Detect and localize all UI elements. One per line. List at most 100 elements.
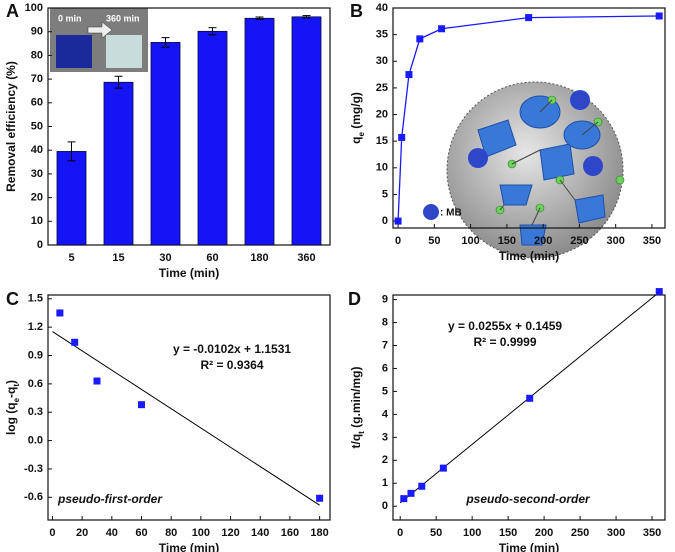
- y-axis-label: Removal efficiency (%): [4, 61, 18, 192]
- error-bar: [114, 75, 123, 89]
- y-tick-label: 90: [31, 26, 43, 38]
- y-axis-label: log (qe-qt): [4, 380, 20, 435]
- panel-label: C: [6, 289, 19, 309]
- x-tick-label: 150: [498, 235, 516, 247]
- x-tick-label: 60: [135, 527, 147, 539]
- x-tick-label: 80: [165, 527, 177, 539]
- y-tick-label: 100: [25, 2, 43, 14]
- x-axis-label: Time (min): [499, 249, 559, 263]
- y-tick-label: 2: [382, 454, 388, 466]
- y-tick-label: 60: [31, 97, 43, 109]
- x-tick-label: 100: [463, 527, 481, 539]
- y-tick-label: 30: [31, 168, 43, 180]
- y-tick-label: 15: [376, 135, 388, 147]
- y-tick-label: -0.6: [24, 491, 43, 503]
- inset-label: 0 min: [58, 13, 82, 23]
- bar: [150, 42, 181, 246]
- y-axis-label: t/qt (g.min/mg): [349, 366, 365, 448]
- x-tick-label: 350: [643, 527, 661, 539]
- x-tick-label: 50: [428, 235, 440, 247]
- x-tick-label: 200: [534, 235, 552, 247]
- x-tick-label: 150: [499, 527, 517, 539]
- fit-equation: y = -0.0102x + 1.1531: [173, 342, 291, 356]
- y-tick-label: 5: [382, 188, 388, 200]
- x-tick-label: 120: [221, 527, 239, 539]
- inset-photo: [50, 8, 148, 72]
- data-point: [400, 495, 408, 503]
- data-point: [71, 338, 79, 346]
- data-point: [655, 288, 663, 296]
- x-tick-label: 0: [49, 527, 55, 539]
- bar: [291, 16, 322, 246]
- y-tick-label: 10: [31, 215, 43, 227]
- x-tick-label: 60: [206, 252, 218, 264]
- y-tick-label: 4: [382, 408, 389, 420]
- x-tick-label: 30: [159, 252, 171, 264]
- x-axis-label: Time (min): [159, 541, 219, 552]
- x-tick-label: 40: [106, 527, 118, 539]
- data-point: [93, 377, 101, 385]
- x-tick-label: 15: [112, 252, 124, 264]
- data-point: [416, 35, 424, 43]
- y-tick-label: 8: [382, 316, 388, 328]
- fit-r-squared: R² = 0.9364: [200, 358, 263, 372]
- y-tick-label: -0.3: [24, 463, 43, 475]
- bar: [103, 81, 134, 246]
- x-tick-label: 0: [395, 235, 401, 247]
- x-tick-label: 0: [397, 527, 403, 539]
- error-bar: [67, 141, 76, 162]
- x-tick-label: 200: [535, 527, 553, 539]
- fit-line: [52, 331, 320, 506]
- x-tick-label: 100: [192, 527, 210, 539]
- y-axis-label-part: t: [12, 384, 21, 387]
- data-point: [405, 71, 413, 79]
- y-tick-label: 0.0: [28, 434, 43, 446]
- panel-label: B: [350, 1, 363, 21]
- y-axis-label-part: (g.min/mg): [349, 366, 363, 431]
- error-bar: [302, 15, 311, 19]
- plot-frame: [392, 294, 666, 521]
- y-tick-label: 9: [382, 293, 388, 305]
- x-tick-label: 180: [310, 527, 328, 539]
- data-point: [526, 394, 534, 402]
- inset-label: : MB: [440, 208, 462, 219]
- model-note: pseudo-second-order: [465, 492, 591, 506]
- x-tick-label: 250: [570, 235, 588, 247]
- y-tick-label: 50: [31, 120, 43, 132]
- x-tick-label: 250: [571, 527, 589, 539]
- y-tick-label: 1: [382, 477, 388, 489]
- error-bar: [161, 37, 170, 48]
- data-point: [438, 25, 446, 33]
- x-tick-label: 5: [68, 252, 74, 264]
- data-point: [655, 12, 663, 20]
- plot-frame: [47, 294, 331, 521]
- data-point: [418, 482, 426, 490]
- y-tick-label: 10: [376, 162, 388, 174]
- inset-label: 360 min: [106, 13, 140, 23]
- y-tick-label: 20: [31, 192, 43, 204]
- y-tick-label: 1.2: [28, 321, 43, 333]
- x-tick-label: 140: [251, 527, 269, 539]
- model-note: pseudo-first-order: [57, 492, 163, 506]
- y-axis-label-part: -q: [4, 387, 18, 398]
- y-tick-label: 20: [376, 108, 388, 120]
- y-tick-label: 0: [382, 500, 388, 512]
- error-bar: [208, 27, 217, 36]
- fit-r-squared: R² = 0.9999: [473, 335, 536, 349]
- x-tick-label: 300: [607, 527, 625, 539]
- x-tick-label: 50: [430, 527, 442, 539]
- y-tick-label: 70: [31, 73, 43, 85]
- y-axis-label-part: Removal efficiency (%): [4, 61, 18, 192]
- x-axis-label: Time (min): [499, 541, 559, 552]
- y-axis-label-part: q: [349, 137, 363, 144]
- plot-frame: [392, 7, 666, 229]
- y-axis-label-part: ): [4, 380, 18, 384]
- data-point: [316, 494, 324, 502]
- y-tick-label: 40: [376, 2, 388, 14]
- x-tick-label: 350: [643, 235, 661, 247]
- data-point: [407, 489, 415, 497]
- panel-label: D: [348, 289, 361, 309]
- x-tick-label: 180: [250, 252, 268, 264]
- y-tick-label: 35: [376, 29, 388, 41]
- y-tick-label: 0: [37, 239, 43, 251]
